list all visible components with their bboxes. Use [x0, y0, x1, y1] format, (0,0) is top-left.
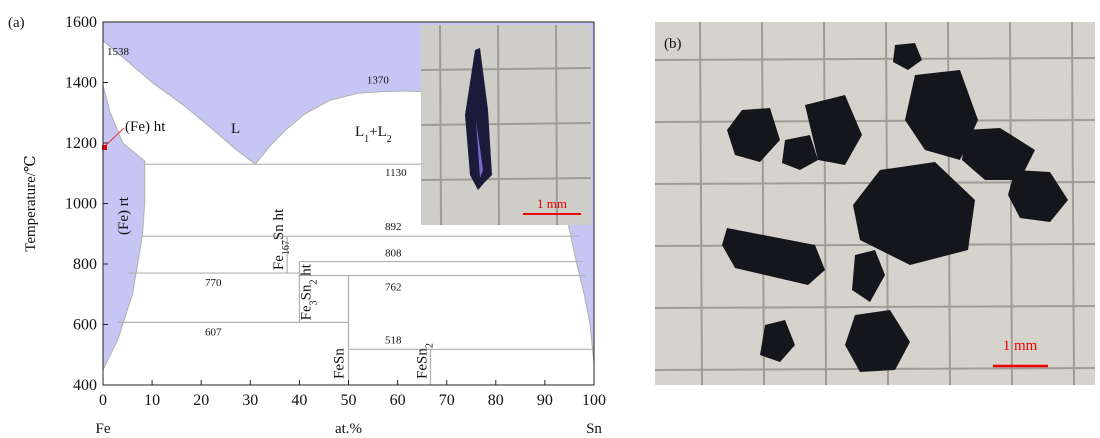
x-tick-label: 80	[488, 392, 504, 409]
label-part: +L	[369, 124, 387, 140]
x-tick-label: 30	[242, 392, 258, 409]
y-tick-label: 400	[73, 377, 97, 394]
x-tick-label: 100	[582, 392, 606, 409]
isotherm-label: 892	[385, 221, 402, 233]
isotherm-label: 770	[205, 277, 222, 289]
inset-photo: 1 mm	[420, 24, 592, 226]
subscript: 1	[364, 134, 369, 145]
crystals	[722, 43, 1068, 372]
phase-label: FeSn	[332, 348, 348, 379]
panel-label: (b)	[664, 36, 682, 52]
x-end-label: Sn	[586, 421, 602, 437]
phase-label: (Fe) rt	[116, 196, 132, 235]
x-tick-label: 70	[439, 392, 455, 409]
label-part: L	[231, 121, 240, 137]
phase-label: L	[231, 121, 240, 137]
subscript: 2	[387, 134, 392, 145]
phase-region	[102, 21, 595, 364]
photo-b: 1 mm (b)	[654, 21, 1096, 386]
label-part: (Fe) ht	[125, 119, 166, 135]
y-tick-label: 1200	[65, 135, 97, 152]
phase-label: FeSn2	[414, 343, 435, 379]
marker	[102, 145, 107, 150]
x-tick-label: 40	[291, 392, 307, 409]
x-tick-label: 60	[390, 392, 406, 409]
subscript: 2	[424, 343, 435, 348]
inset-grid	[420, 24, 592, 226]
x-tick-label: 90	[537, 392, 553, 409]
x-end-label: Fe	[96, 421, 111, 437]
phase-label: (Fe) ht	[125, 119, 166, 135]
inset-scale-label: 1 mm	[537, 196, 567, 211]
panel-label: (a)	[8, 15, 25, 31]
phase-label: L1+L2	[355, 124, 392, 145]
label-part: Sn	[298, 284, 314, 300]
subscript: 2	[308, 280, 319, 285]
label-part: FeSn	[414, 348, 430, 379]
y-tick-label: 1600	[65, 14, 97, 31]
y-tick-label: 1400	[65, 75, 97, 92]
label-part: Sn ht	[271, 208, 287, 240]
isotherm-label: 808	[385, 248, 402, 260]
y-axis-label: Temperature/℃	[23, 155, 39, 252]
subscript: 167	[281, 240, 292, 255]
x-axis-label: at.%	[335, 421, 362, 437]
pointer	[103, 127, 125, 148]
label-part: ht	[298, 263, 314, 279]
phase-label: Fe3Sn2 ht	[298, 263, 319, 320]
isotherm-label: 607	[205, 326, 222, 338]
label-part: L	[355, 124, 364, 140]
subscript: 3	[308, 300, 319, 305]
inset-crystal-shine	[476, 120, 483, 178]
label-part: (Fe) rt	[116, 196, 132, 235]
isotherm-label: 1130	[385, 167, 407, 179]
y-tick-label: 600	[73, 317, 97, 334]
y-tick-label: 1000	[65, 196, 97, 213]
isotherm-label: 518	[385, 334, 402, 346]
phase-region	[102, 85, 146, 371]
inset-crystal	[465, 48, 492, 190]
isotherm-label: 762	[385, 281, 402, 293]
point-label: 1370	[367, 75, 390, 87]
label-part: Fe	[298, 305, 314, 320]
x-tick-label: 50	[341, 392, 357, 409]
x-tick-label: 0	[99, 392, 107, 409]
x-tick-label: 20	[193, 392, 209, 409]
phase-label: Fe167Sn ht	[271, 208, 292, 270]
x-tick-label: 10	[144, 392, 160, 409]
point-label: 1538	[107, 46, 130, 58]
label-part: Fe	[271, 255, 287, 270]
scale-label: 1 mm	[1003, 338, 1038, 354]
label-part: FeSn	[332, 348, 348, 379]
y-tick-label: 800	[73, 256, 97, 273]
